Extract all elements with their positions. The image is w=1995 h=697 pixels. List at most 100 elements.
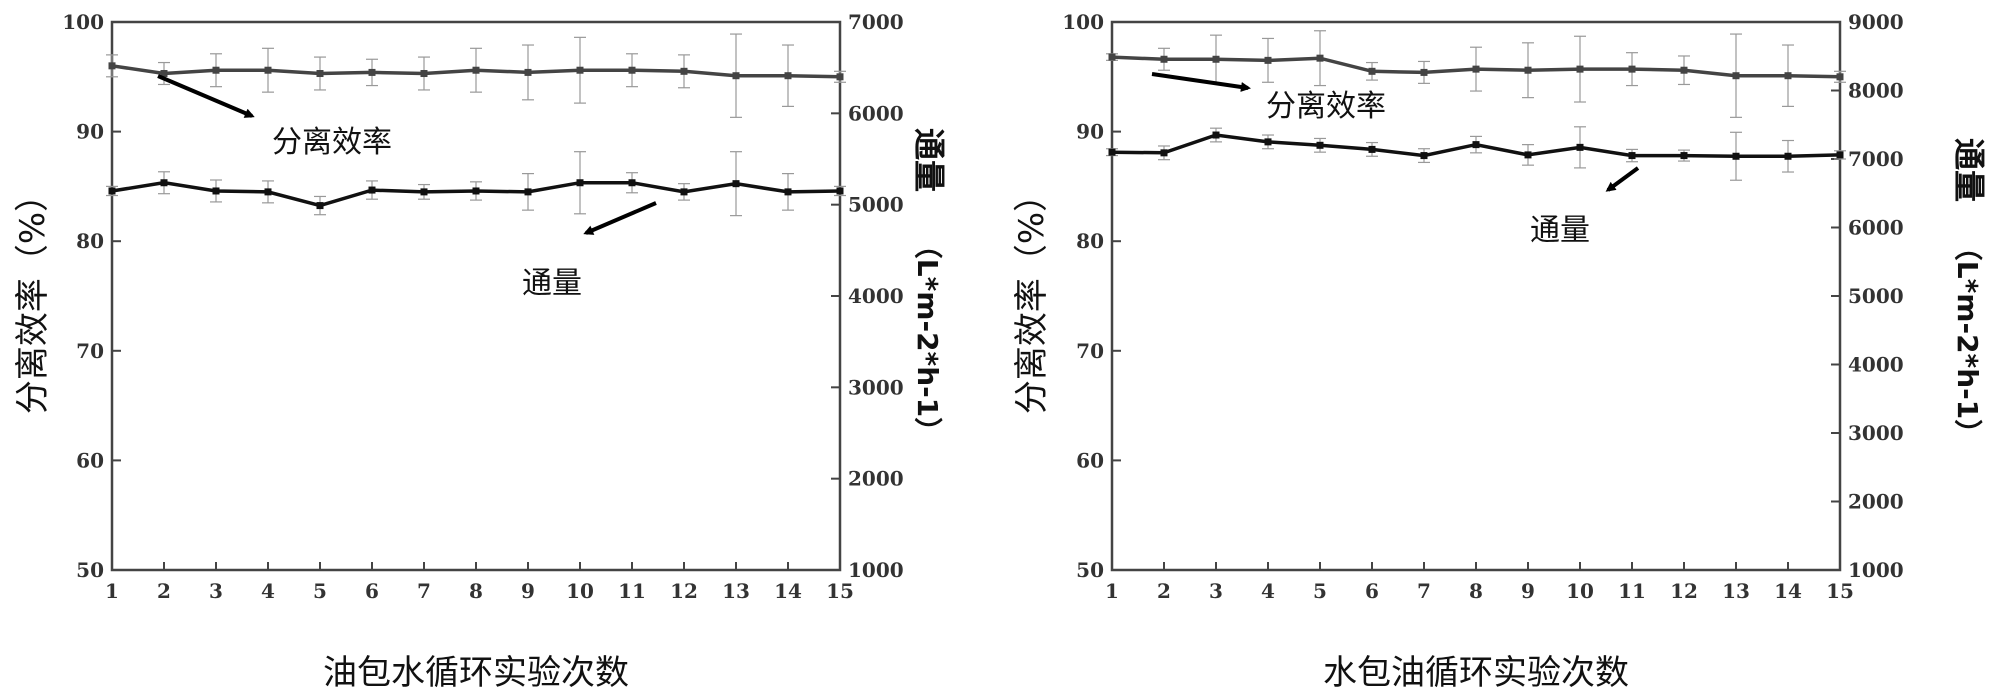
y-left-tick-label: 70 xyxy=(76,339,104,363)
y-left-tick-label: 70 xyxy=(1076,339,1104,363)
x-tick-label: 13 xyxy=(1722,579,1750,603)
data-point xyxy=(784,72,792,80)
data-point xyxy=(1108,148,1116,156)
y-left-tick-label: 50 xyxy=(1076,558,1104,582)
data-point xyxy=(368,186,376,194)
data-point xyxy=(1472,141,1480,149)
y-left-tick-label: 100 xyxy=(1062,10,1104,34)
y-right-tick-label: 7000 xyxy=(1848,147,1904,171)
data-point xyxy=(1784,152,1792,160)
annotation-flux-label: 通量 xyxy=(522,266,582,301)
y-right-tick-label: 7000 xyxy=(848,10,904,34)
data-point xyxy=(472,187,480,195)
y-right-tick-label: 8000 xyxy=(1848,79,1904,103)
x-axis-label: 油包水循环实验次数 xyxy=(323,653,629,693)
y-axis-right-label-main: 通量 xyxy=(910,128,948,192)
data-point xyxy=(1472,65,1480,73)
y-axis-left: 50 60 70 80 90 100 xyxy=(1062,10,1121,582)
annotation-separation-label: 分离效率 xyxy=(1266,89,1386,124)
series-flux xyxy=(1106,126,1846,181)
y-axis-right-label-unit: （L*m-2*h-1） xyxy=(911,231,944,445)
y-left-tick-label: 60 xyxy=(1076,448,1104,472)
data-point xyxy=(1680,66,1688,74)
annotation-arrow-flux xyxy=(583,201,657,235)
y-right-tick-label: 2000 xyxy=(848,467,904,491)
data-point xyxy=(212,66,220,74)
x-tick-label: 12 xyxy=(1670,579,1698,603)
x-tick-label: 4 xyxy=(261,579,275,603)
y-right-tick-label: 6000 xyxy=(1848,216,1904,240)
data-point xyxy=(1836,151,1844,159)
series-layer xyxy=(1106,30,1846,181)
data-point xyxy=(576,66,584,74)
y-left-tick-label: 60 xyxy=(76,448,104,472)
data-point xyxy=(1784,72,1792,80)
series-flux xyxy=(106,151,846,217)
y-axis-left-label: 分离效率（%） xyxy=(13,178,53,414)
x-tick-label: 6 xyxy=(365,579,379,603)
x-tick-label: 10 xyxy=(1566,579,1594,603)
y-right-tick-label: 6000 xyxy=(848,101,904,125)
y-right-tick-label: 1000 xyxy=(1848,558,1904,582)
x-tick-label: 15 xyxy=(1826,579,1854,603)
x-tick-label: 13 xyxy=(722,579,750,603)
data-point xyxy=(784,188,792,196)
annotation-arrow-separation xyxy=(1151,72,1251,92)
x-tick-label: 7 xyxy=(417,579,431,603)
data-point xyxy=(212,187,220,195)
x-axis: 1 2 3 4 5 6 7 8 9 10 11 12 13 14 15 xyxy=(1105,562,1854,603)
x-tick-label: 10 xyxy=(566,579,594,603)
data-point xyxy=(1680,152,1688,160)
y-left-tick-label: 100 xyxy=(62,10,104,34)
x-tick-label: 3 xyxy=(209,579,223,603)
x-tick-label: 9 xyxy=(521,579,535,603)
x-axis: 1 2 3 4 5 6 7 8 9 10 11 12 13 14 15 xyxy=(105,562,854,603)
data-point xyxy=(1368,67,1376,75)
y-right-tick-label: 5000 xyxy=(1848,284,1904,308)
data-point xyxy=(1628,152,1636,160)
data-point xyxy=(1316,141,1324,149)
data-point xyxy=(836,187,844,195)
data-point xyxy=(628,66,636,74)
y-axis-right-label-unit: （L*m-2*h-1） xyxy=(1951,233,1984,447)
y-right-tick-label: 1000 xyxy=(848,558,904,582)
series-separation-efficiency xyxy=(106,33,846,118)
data-point xyxy=(1524,66,1532,74)
data-point xyxy=(524,68,532,76)
y-right-tick-label: 4000 xyxy=(848,284,904,308)
data-point xyxy=(1732,152,1740,160)
x-tick-label: 2 xyxy=(1157,579,1171,603)
data-point xyxy=(1836,73,1844,81)
data-point xyxy=(680,67,688,75)
data-point xyxy=(1368,145,1376,153)
data-point xyxy=(1732,72,1740,80)
y-axis-left-label: 分离效率（%） xyxy=(1012,178,1052,414)
x-tick-label: 4 xyxy=(1261,579,1275,603)
annotation-separation-label: 分离效率 xyxy=(272,125,392,160)
data-point xyxy=(1420,68,1428,76)
y-left-tick-label: 90 xyxy=(76,120,104,144)
y-axis-right: 1000 2000 3000 4000 5000 6000 7000 8000 9000 xyxy=(1831,10,1904,582)
data-point xyxy=(1628,65,1636,73)
annotation-arrow-separation xyxy=(157,74,255,118)
data-point xyxy=(836,73,844,81)
data-point xyxy=(420,188,428,196)
data-point xyxy=(1524,151,1532,159)
y-right-tick-label: 4000 xyxy=(1848,353,1904,377)
x-tick-label: 14 xyxy=(1774,579,1802,603)
data-point xyxy=(1576,65,1584,73)
data-point xyxy=(1576,143,1584,151)
data-point xyxy=(472,66,480,74)
series-layer xyxy=(106,33,846,217)
annotation-flux-label: 通量 xyxy=(1530,213,1590,248)
data-point xyxy=(368,68,376,76)
x-axis-label: 水包油循环实验次数 xyxy=(1323,653,1629,693)
data-point xyxy=(160,179,168,187)
y-left-tick-label: 90 xyxy=(1076,120,1104,144)
data-point xyxy=(420,70,428,78)
annotation-arrow-flux xyxy=(1605,166,1640,192)
data-point xyxy=(1264,56,1272,64)
x-tick-label: 14 xyxy=(774,579,802,603)
